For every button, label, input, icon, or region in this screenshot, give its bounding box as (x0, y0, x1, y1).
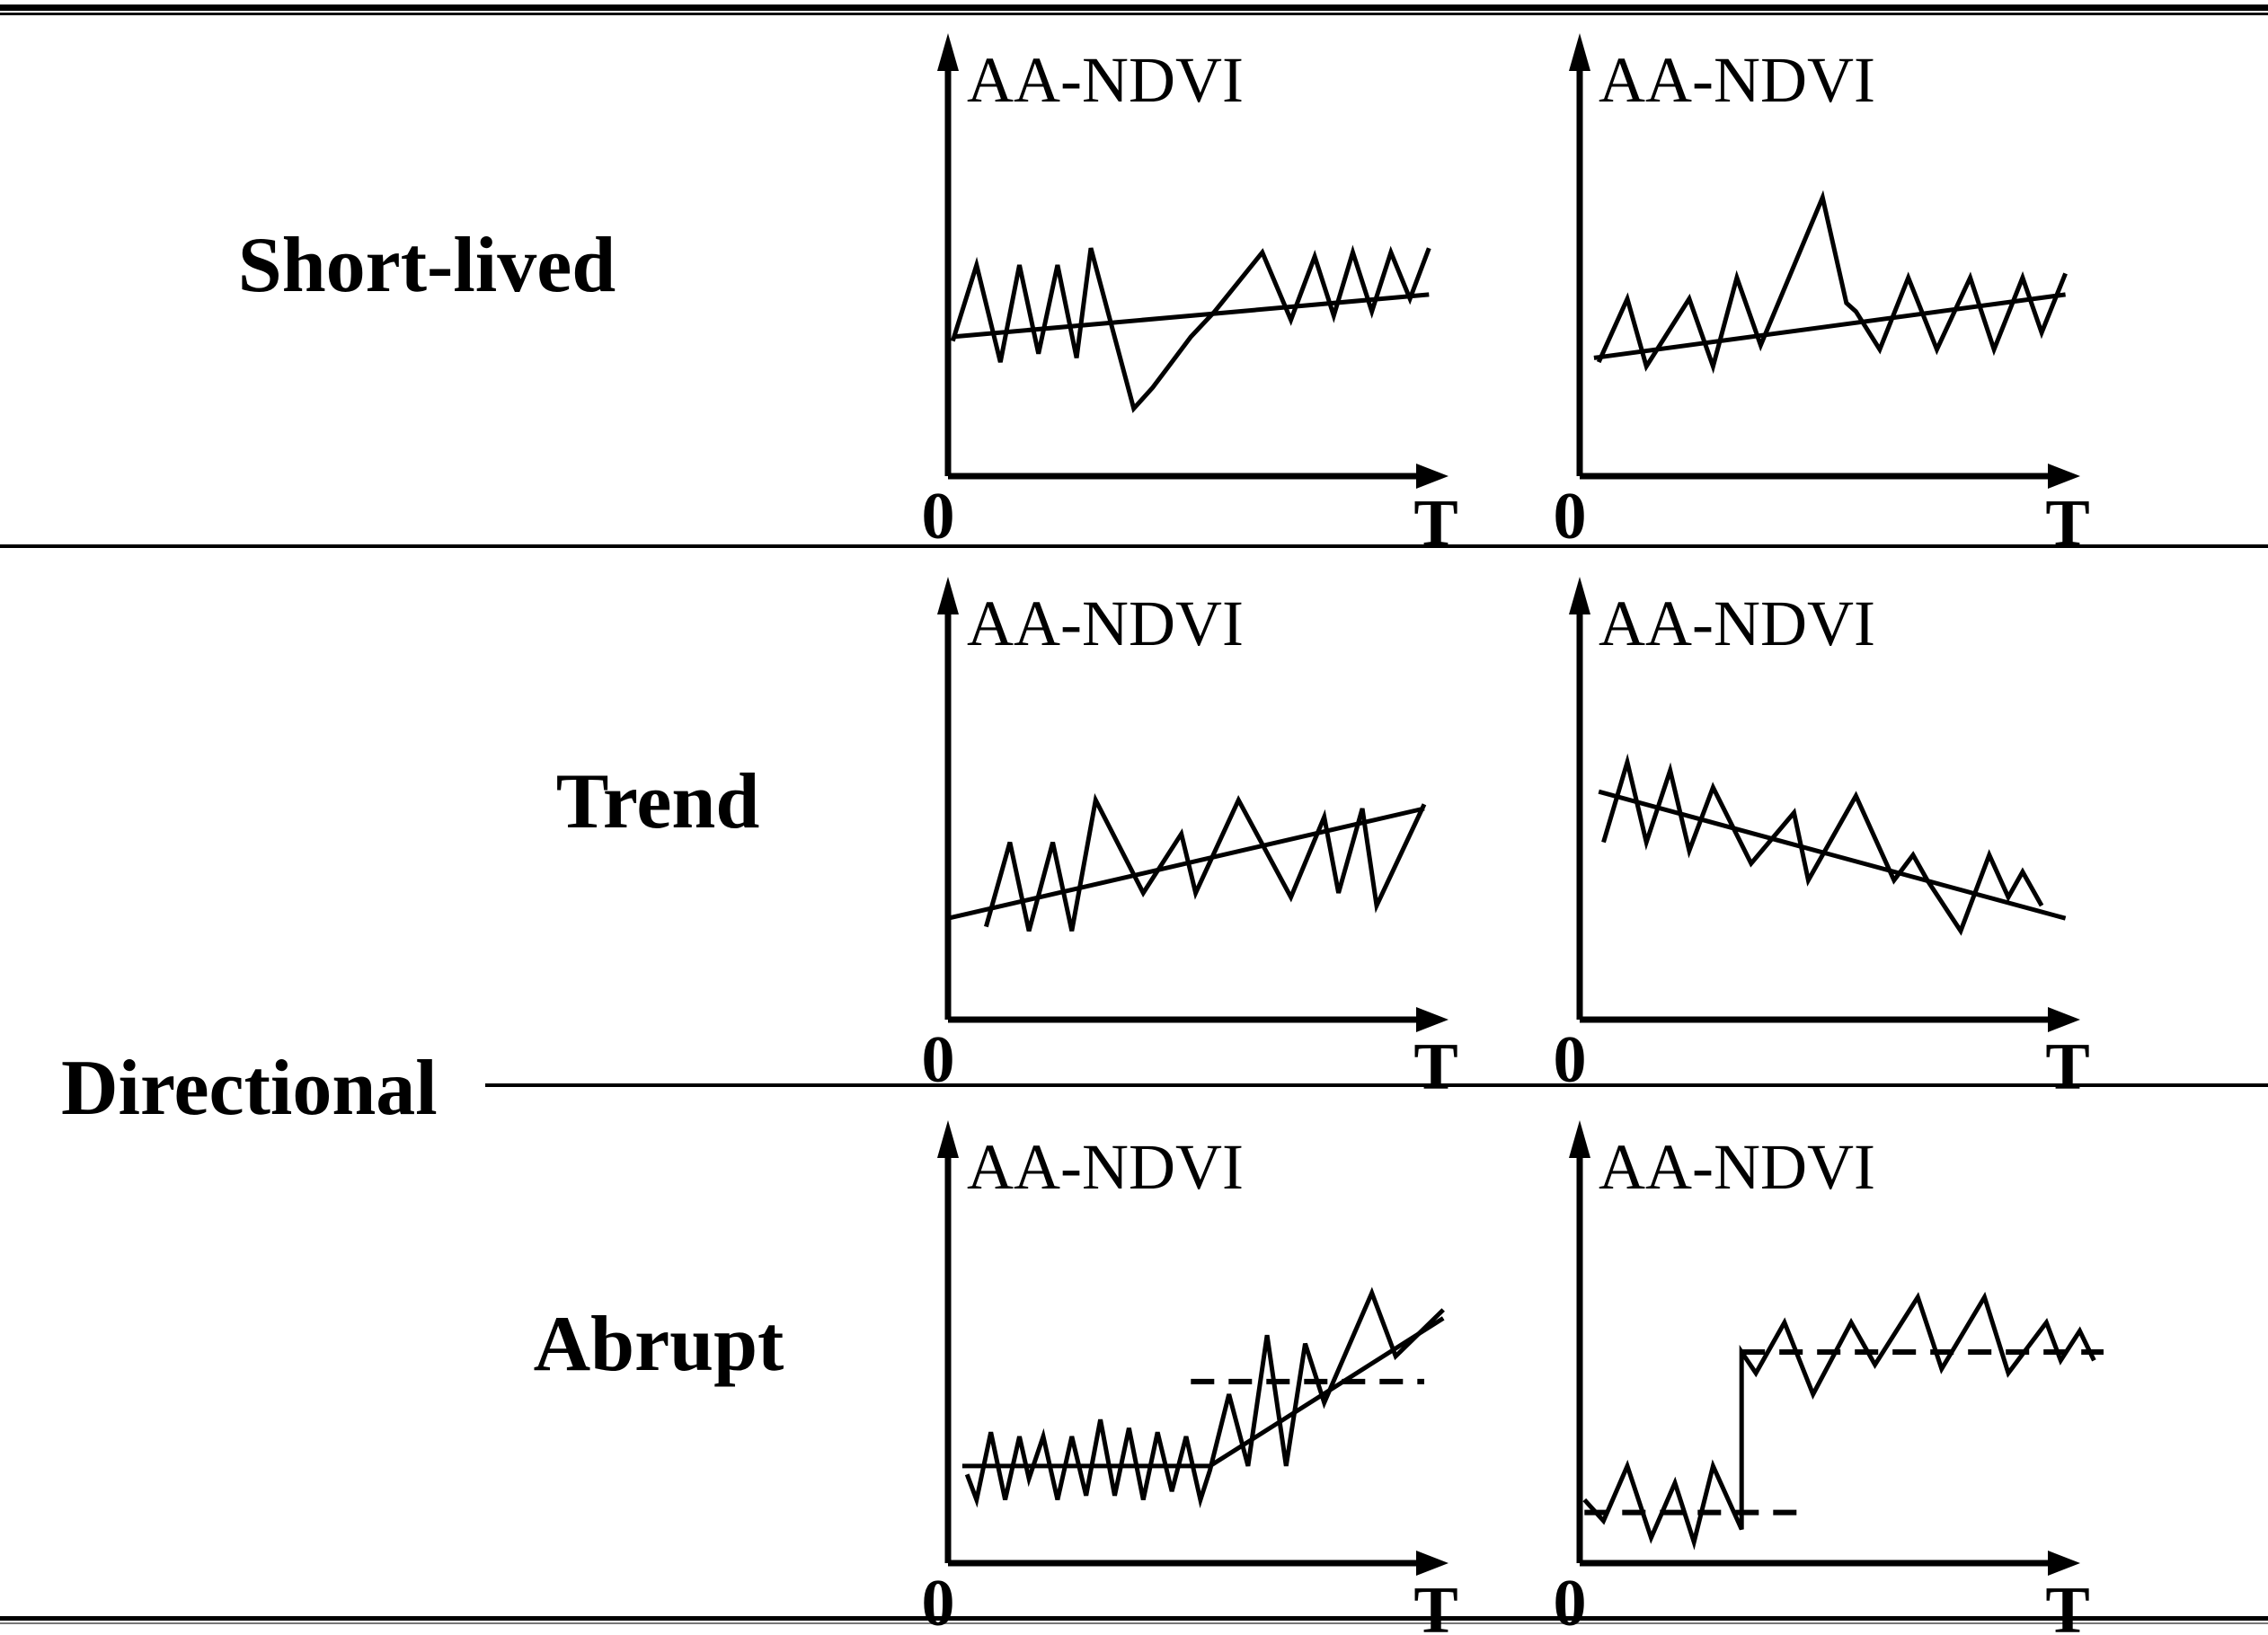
x-max-label: T (1413, 1574, 1457, 1635)
row-separator-trend-abrupt (485, 1083, 2268, 1087)
origin-label: 0 (1554, 480, 1587, 553)
series-group (1593, 190, 2068, 375)
chart-trend-increase: AA-NDVI 0 T (899, 566, 1528, 1104)
y-axis-arrowhead (1569, 33, 1590, 71)
row-label-short-lived: Short-lived (237, 222, 616, 309)
bottom-border (0, 1616, 2268, 1621)
y-axis-label: AA-NDVI (967, 1131, 1244, 1203)
x-axis-arrowhead (2048, 1551, 2080, 1576)
trend-line (1593, 292, 2066, 360)
post-change-trend-line (1209, 1316, 1445, 1469)
x-max-label: T (1413, 487, 1457, 561)
origin-label: 0 (1554, 1023, 1587, 1097)
series-group (1582, 1291, 2104, 1551)
origin-label: 0 (922, 1023, 955, 1097)
chart-abrupt-increase: AA-NDVI 0 T (899, 1109, 1528, 1635)
series-group (961, 1286, 1445, 1508)
chart-trend-decrease: AA-NDVI 0 T (1530, 566, 2159, 1104)
x-axis-arrowhead (2048, 464, 2080, 489)
x-axis-arrowhead (1416, 464, 1449, 489)
y-axis-label: AA-NDVI (1599, 1131, 1875, 1203)
series-group (947, 792, 1427, 932)
origin-label: 0 (922, 480, 955, 553)
x-max-label: T (2045, 1030, 2089, 1104)
row-label-trend: Trend (555, 758, 760, 845)
y-axis-arrowhead (937, 1120, 959, 1158)
x-axis-arrowhead (1416, 1007, 1449, 1032)
x-max-label: T (2045, 1574, 2089, 1635)
y-axis-arrowhead (1569, 577, 1590, 614)
y-axis-label: AA-NDVI (967, 44, 1244, 116)
top-border-thin (0, 13, 2268, 15)
x-axis-arrowhead (2048, 1007, 2080, 1032)
ndvi-signal (1601, 753, 2044, 936)
y-axis-label: AA-NDVI (1599, 44, 1875, 116)
origin-label: 0 (922, 1567, 955, 1635)
series-group (1598, 753, 2067, 936)
y-axis-label: AA-NDVI (967, 588, 1244, 659)
chart-short-lived-spike: AA-NDVI 0 T (1530, 22, 2159, 561)
x-max-label: T (2045, 487, 2089, 561)
bottom-border-thin (0, 1622, 2268, 1624)
y-axis-label: AA-NDVI (1599, 588, 1875, 659)
row-separator-shortlived-directional (0, 544, 2268, 548)
trend-line (1598, 789, 2067, 921)
chart-abrupt-step: AA-NDVI 0 T (1530, 1109, 2159, 1635)
x-max-label: T (1413, 1030, 1457, 1104)
ndvi-signal (1596, 190, 2068, 375)
row-label-directional: Directional (61, 1045, 438, 1132)
y-axis-arrowhead (1569, 1120, 1590, 1158)
trend-line (952, 292, 1430, 340)
x-axis-arrowhead (1416, 1551, 1449, 1576)
y-axis-arrowhead (937, 577, 959, 614)
ndvi-signal (964, 1286, 1445, 1508)
chart-short-lived-recovery: AA-NDVI 0 T (899, 22, 1528, 561)
ndvi-signal (983, 792, 1427, 932)
ndvi-signal (950, 244, 1431, 413)
ndvi-signal (1582, 1291, 2096, 1551)
origin-label: 0 (1554, 1567, 1587, 1635)
series-group (950, 244, 1431, 413)
top-border-thick (0, 4, 2268, 11)
trend-line (947, 806, 1425, 921)
row-label-abrupt: Abrupt (533, 1301, 784, 1388)
y-axis-arrowhead (937, 33, 959, 71)
